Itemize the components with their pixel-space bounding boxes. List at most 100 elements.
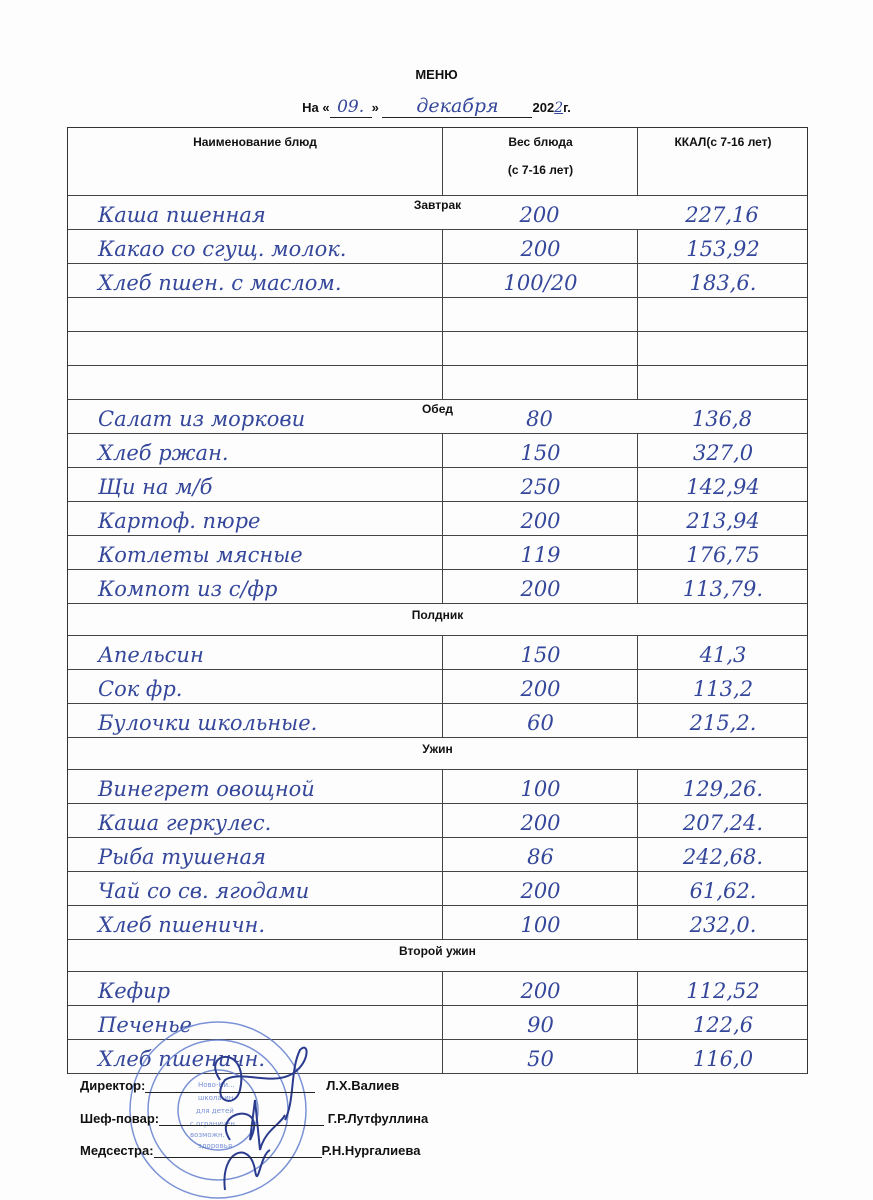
dish-name: Каша геркулес. xyxy=(98,811,272,835)
cell-name: Хлеб пшеничн. xyxy=(68,906,442,939)
section-label: Завтрак xyxy=(413,198,462,212)
dish-kcal: 242,68. xyxy=(682,845,764,869)
cell-name: Картоф. пюре xyxy=(68,502,442,535)
dish-weight: 80 xyxy=(526,407,553,431)
dish-kcal: 176,75 xyxy=(686,543,760,567)
table-row: Хлеб пшен. с маслом. 100/20 183,6. xyxy=(68,264,807,298)
dish-name: Чай со св. ягодами xyxy=(98,879,310,903)
table-row: Какао со сгущ. молок. 200 153,92 xyxy=(68,230,807,264)
table-row: Булочки школьные. 60 215,2. xyxy=(68,704,807,738)
dish-kcal: 122,6 xyxy=(692,1013,754,1037)
cell-kcal: 213,94 xyxy=(637,502,808,535)
dish-weight: 50 xyxy=(527,1047,554,1071)
dish-name: Булочки школьные. xyxy=(98,711,318,735)
cell-weight: 200 xyxy=(442,670,638,703)
dish-kcal: 213,94 xyxy=(686,509,760,533)
dish-name: Хлеб ржан. xyxy=(98,441,229,465)
table-row: Сок фр. 200 113,2 xyxy=(68,670,807,704)
table-row: Рыба тушеная 86 242,68. xyxy=(68,838,807,872)
dish-kcal: 61,62. xyxy=(689,879,757,903)
dish-name: Хлеб пшеничн. xyxy=(98,1047,266,1071)
cell-name: Каша геркулес. xyxy=(68,804,442,837)
dish-name: Каша пшенная xyxy=(98,203,266,227)
dish-kcal: 215,2. xyxy=(689,711,757,735)
svg-text:школа-ин: школа-ин xyxy=(198,1094,233,1102)
cell-kcal: 112,52 xyxy=(637,972,808,1005)
section-label: Полдник xyxy=(411,608,464,622)
date-year-digit: 2 xyxy=(554,100,564,116)
cell-weight: 200 xyxy=(442,230,638,263)
cell-weight: 200 xyxy=(442,196,637,229)
date-line: На «09.» декабря 2022г. xyxy=(0,95,873,118)
cell-name: Каша пшенная xyxy=(68,196,442,229)
table-row: Компот из с/фр 200 113,79. xyxy=(68,570,807,604)
cell-weight xyxy=(442,366,638,399)
table-row xyxy=(68,298,807,332)
signature-name: Л.Х.Валиев xyxy=(326,1078,400,1093)
cell-kcal: 207,24. xyxy=(637,804,808,837)
cell-kcal: 136,8 xyxy=(637,400,807,433)
svg-text:для детей: для детей xyxy=(196,1107,234,1115)
date-day: 09. xyxy=(329,97,372,118)
cell-weight: 150 xyxy=(442,636,638,669)
dish-kcal: 112,52 xyxy=(686,979,760,1003)
svg-text:здоровья: здоровья xyxy=(198,1142,232,1150)
weight-header-line1: Вес блюда xyxy=(508,135,573,149)
cell-weight xyxy=(442,332,638,365)
dish-weight: 200 xyxy=(520,677,561,701)
cell-weight: 150 xyxy=(442,434,638,467)
section-label: Обед xyxy=(421,402,454,416)
cell-name: Какао со сгущ. молок. xyxy=(68,230,442,263)
date-year: 202 xyxy=(532,100,555,115)
date-prefix: На « xyxy=(302,100,330,115)
cell-name: Апельсин xyxy=(68,636,442,669)
signature-role: Директор: xyxy=(80,1078,146,1093)
dish-name: Винегрет овощной xyxy=(98,777,315,801)
dish-kcal: 136,8 xyxy=(691,407,753,431)
cell-name: Кефир xyxy=(68,972,442,1005)
dish-weight: 100/20 xyxy=(503,271,578,295)
cell-kcal: 227,16 xyxy=(637,196,807,229)
dish-name: Компот из с/фр xyxy=(98,577,278,601)
cell-name: Щи на м/б xyxy=(68,468,442,501)
cell-name: Рыба тушеная xyxy=(68,838,442,871)
dish-weight: 90 xyxy=(527,1013,554,1037)
cell-name: Салат из моркови xyxy=(68,400,442,433)
cell-kcal: 183,6. xyxy=(637,264,808,297)
dish-name: Котлеты мясные xyxy=(98,543,303,567)
dish-weight: 200 xyxy=(520,509,561,533)
cell-kcal: 327,0 xyxy=(637,434,808,467)
menu-table: Наименование блюд Вес блюда (с 7-16 лет)… xyxy=(67,127,808,1074)
cell-kcal: 122,6 xyxy=(637,1006,808,1039)
dish-name: Кефир xyxy=(98,979,171,1003)
section-row: Ужин xyxy=(68,738,807,770)
cell-weight: 90 xyxy=(442,1006,638,1039)
dish-weight: 60 xyxy=(527,711,554,735)
dish-weight: 200 xyxy=(520,237,561,261)
signature-director: Директор: Л.Х.Валиев xyxy=(80,1078,399,1093)
dish-weight: 200 xyxy=(520,811,561,835)
cell-weight: 86 xyxy=(442,838,638,871)
weight-header-line2: (с 7-16 лет) xyxy=(507,163,574,177)
dish-kcal: 113,79. xyxy=(682,577,764,601)
svg-text:возможн.: возможн. xyxy=(190,1131,225,1139)
dish-kcal: 207,24. xyxy=(682,811,764,835)
signature-role: Шеф-повар: xyxy=(80,1111,160,1126)
date-month: декабря xyxy=(382,95,533,118)
cell-name: Хлеб пшеничн. xyxy=(68,1040,442,1073)
table-row: Щи на м/б 250 142,94 xyxy=(68,468,807,502)
cell-kcal: 215,2. xyxy=(637,704,808,737)
cell-name: Хлеб пшен. с маслом. xyxy=(68,264,442,297)
dish-kcal: 113,2 xyxy=(692,677,754,701)
cell-kcal: 113,2 xyxy=(637,670,808,703)
dish-kcal: 41,3 xyxy=(699,643,747,667)
section-label: Ужин xyxy=(422,742,453,756)
cell-kcal: 41,3 xyxy=(637,636,808,669)
cell-kcal: 113,79. xyxy=(637,570,808,603)
signatures-handwritten xyxy=(214,1046,308,1191)
dish-name: Сок фр. xyxy=(98,677,183,701)
table-row: Кефир 200 112,52 xyxy=(68,972,807,1006)
cell-weight: 200 xyxy=(442,570,638,603)
cell-name: Хлеб ржан. xyxy=(68,434,442,467)
